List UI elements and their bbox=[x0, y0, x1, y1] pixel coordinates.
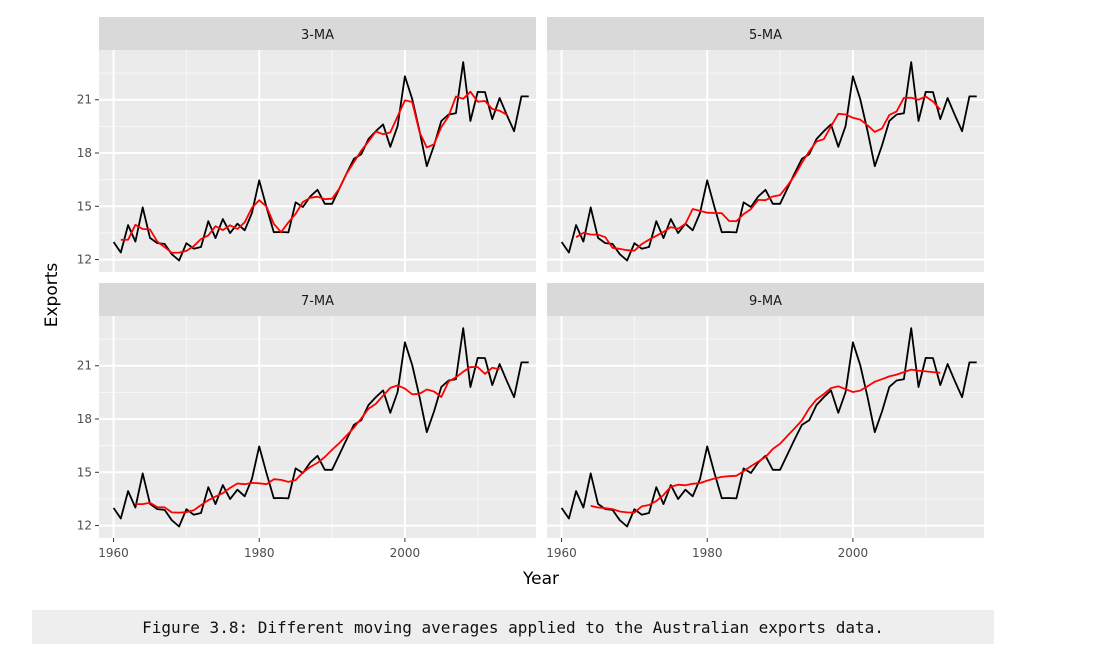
facet-strip bbox=[99, 283, 536, 316]
x-tick-label: 1980 bbox=[692, 546, 723, 560]
x-tick-label: 1960 bbox=[546, 546, 577, 560]
moving-average-line bbox=[590, 368, 941, 514]
y-axis-title: Exports bbox=[42, 263, 62, 328]
panel-background bbox=[547, 50, 984, 272]
x-axis-title: Year bbox=[522, 569, 559, 589]
x-tick-label: 1960 bbox=[98, 546, 129, 560]
facet-strip bbox=[547, 283, 984, 316]
facet-strip-label: 3-MA bbox=[301, 28, 334, 43]
facet-strip bbox=[547, 17, 984, 50]
exports-series-line bbox=[112, 327, 529, 528]
facet-panel: 9-MA 1960 1980 2000 bbox=[546, 283, 984, 560]
y-tick-label: 15 bbox=[77, 199, 92, 213]
moving-average-line bbox=[135, 366, 500, 514]
x-tick-label: 2000 bbox=[838, 546, 869, 560]
x-tick-label: 1980 bbox=[244, 546, 275, 560]
y-tick-label: 21 bbox=[77, 93, 92, 107]
facet-strip-label: 7-MA bbox=[301, 294, 334, 309]
y-tick-label: 12 bbox=[77, 253, 92, 267]
y-tick-label: 12 bbox=[77, 519, 92, 533]
facet-panel: 3-MA 12 15 18 21 bbox=[77, 17, 536, 272]
exports-series-line bbox=[560, 61, 977, 262]
moving-average-line bbox=[120, 90, 508, 254]
y-tick-label: 15 bbox=[77, 465, 92, 479]
figure-caption: Figure 3.8: Different moving averages ap… bbox=[32, 610, 994, 644]
y-tick-label: 21 bbox=[77, 359, 92, 373]
panel-background bbox=[99, 316, 536, 538]
moving-average-line bbox=[575, 95, 941, 252]
facet-panel: 5-MA bbox=[547, 17, 984, 272]
facet-panel: 7-MA 12 15 18 21 1960 1980 2000 bbox=[77, 283, 536, 560]
exports-series-line bbox=[560, 327, 977, 528]
y-tick-label: 18 bbox=[77, 412, 92, 426]
facet-strip-label: 9-MA bbox=[749, 294, 782, 309]
facet-strip bbox=[99, 17, 536, 50]
y-tick-label: 18 bbox=[77, 146, 92, 160]
facet-strip-label: 5-MA bbox=[749, 28, 782, 43]
faceted-chart: Exports Year 3-MA 12 15 18 21 5-MA 7-MA 12 15 18 2… bbox=[42, 17, 984, 589]
panel-background bbox=[547, 316, 984, 538]
panel-background bbox=[99, 50, 536, 272]
x-tick-label: 2000 bbox=[390, 546, 421, 560]
